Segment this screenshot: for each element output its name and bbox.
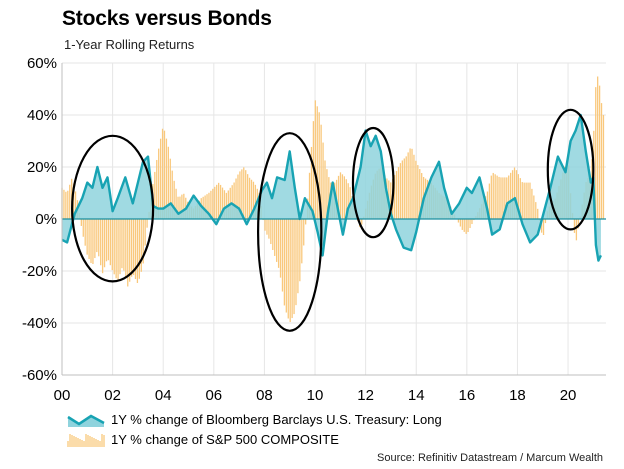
x-tick-label: 20	[560, 387, 577, 404]
legend-item-bond: 1Y % change of Bloomberg Barclays U.S. T…	[67, 412, 442, 427]
y-tick-label: -40%	[22, 315, 57, 332]
y-tick-label: 0%	[35, 211, 57, 228]
source-note: Source: Refinitiv Datastream / Marcum We…	[377, 452, 603, 464]
annotation-layer	[71, 108, 595, 332]
x-tick-label: 14	[408, 387, 425, 404]
legend-label-stock: 1Y % change of S&P 500 COMPOSITE	[111, 432, 339, 447]
axes-layer: -60% -40% -20% 0% 20% 40% 60% 00 02 04 06 08 10 12 14 1…	[22, 55, 606, 404]
highlight-ellipse	[256, 132, 323, 332]
bond-legend-line	[67, 413, 105, 426]
highlight-ellipse	[546, 108, 595, 231]
x-tick-label: 18	[509, 387, 526, 404]
x-tick-label: 08	[256, 387, 273, 404]
highlight-ellipse	[351, 126, 395, 239]
y-tick-label: -60%	[22, 367, 57, 384]
legend-item-stock: 1Y % change of S&P 500 COMPOSITE	[67, 432, 339, 447]
x-tick-label: 02	[104, 387, 121, 404]
y-tick-label: -20%	[22, 263, 57, 280]
x-tick-label: 04	[155, 387, 172, 404]
bond-line	[61, 113, 602, 262]
x-tick-label: 06	[205, 387, 222, 404]
bond-series-layer	[61, 113, 602, 262]
chart-title: Stocks versus Bonds	[62, 7, 272, 30]
highlight-ellipse	[71, 134, 155, 283]
x-tick-label: 16	[458, 387, 475, 404]
y-tick-label: 20%	[27, 159, 57, 176]
chart-subtitle: 1-Year Rolling Returns	[64, 37, 195, 52]
bond-legend-swatch	[67, 413, 105, 427]
x-tick-label: 00	[54, 387, 71, 404]
legend-label-bond: 1Y % change of Bloomberg Barclays U.S. T…	[111, 412, 442, 427]
y-tick-label: 60%	[27, 55, 57, 72]
y-tick-label: 40%	[27, 107, 57, 124]
stock-legend-swatch	[67, 433, 105, 447]
x-tick-label: 12	[357, 387, 374, 404]
x-tick-label: 10	[307, 387, 324, 404]
